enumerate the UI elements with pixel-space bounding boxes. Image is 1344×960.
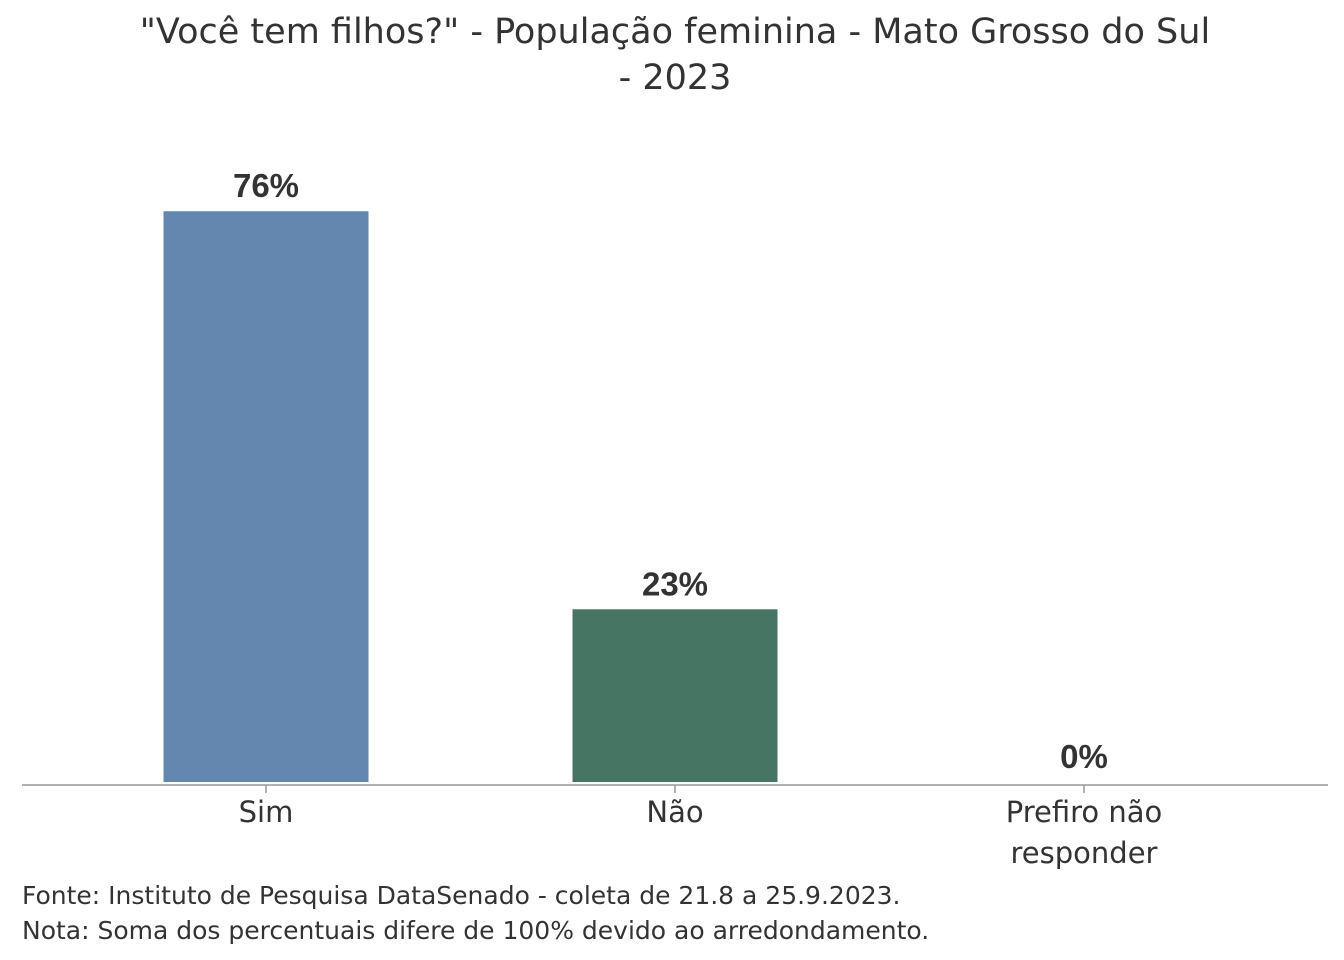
bar-1: [572, 609, 778, 782]
footer-source: Fonte: Instituto de Pesquisa DataSenado …: [22, 881, 900, 910]
chart-title-line-1: "Você tem filhos?" - População feminina …: [140, 12, 1210, 52]
chart-title-line-2: - 2023: [619, 58, 732, 98]
x-tick-label-2: Prefiro não: [1006, 795, 1163, 829]
bar-0: [163, 211, 369, 783]
x-tick-label-0: Sim: [239, 795, 294, 829]
data-label-1: 23%: [642, 565, 708, 602]
x-tick-label-2: responder: [1011, 836, 1158, 870]
data-label-0: 76%: [233, 167, 299, 204]
x-tick-label-1: Não: [646, 795, 703, 829]
footer-note: Nota: Soma dos percentuais difere de 100…: [22, 916, 929, 945]
data-label-2: 0%: [1060, 738, 1108, 775]
